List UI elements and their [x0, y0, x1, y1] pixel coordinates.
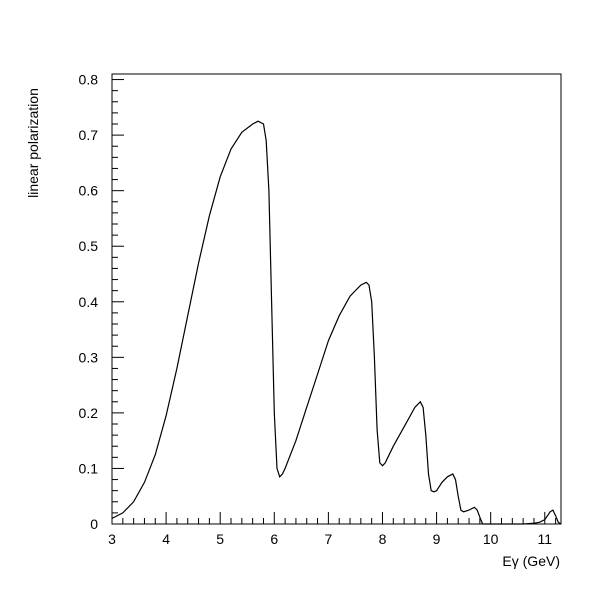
x-tick-label: 7 [324, 531, 332, 547]
x-tick-label: 10 [483, 531, 499, 547]
y-tick-label: 0 [90, 516, 98, 532]
y-tick-label: 0.2 [79, 405, 99, 421]
y-tick-label: 0.1 [79, 460, 99, 476]
y-axis-title: linear polarization [25, 88, 41, 198]
x-tick-label: 5 [216, 531, 224, 547]
series-line [111, 120, 562, 525]
x-tick-label: 9 [433, 531, 441, 547]
plot-frame [111, 73, 562, 525]
axis-ticks [111, 79, 557, 525]
x-tick-label: 11 [537, 531, 552, 547]
y-tick-label: 0.6 [79, 183, 99, 199]
y-tick-label: 0.7 [79, 127, 99, 143]
y-tick-label: 0.8 [79, 72, 99, 88]
x-tick-label: 6 [270, 531, 278, 547]
x-tick-label: 3 [108, 531, 116, 547]
x-tick-label: 4 [162, 531, 170, 547]
x-tick-label: 8 [379, 531, 387, 547]
y-tick-label: 0.3 [79, 349, 99, 365]
y-tick-label: 0.5 [79, 238, 99, 254]
x-axis-title: Eγ (GeV) [502, 553, 560, 569]
y-tick-label: 0.4 [79, 294, 99, 310]
axis-tick-labels: 3 4 5 6 7 8 9 10 11 0 0.1 0.2 0.3 0.4 0.5 0.6 0.7 0.8 [79, 72, 553, 547]
